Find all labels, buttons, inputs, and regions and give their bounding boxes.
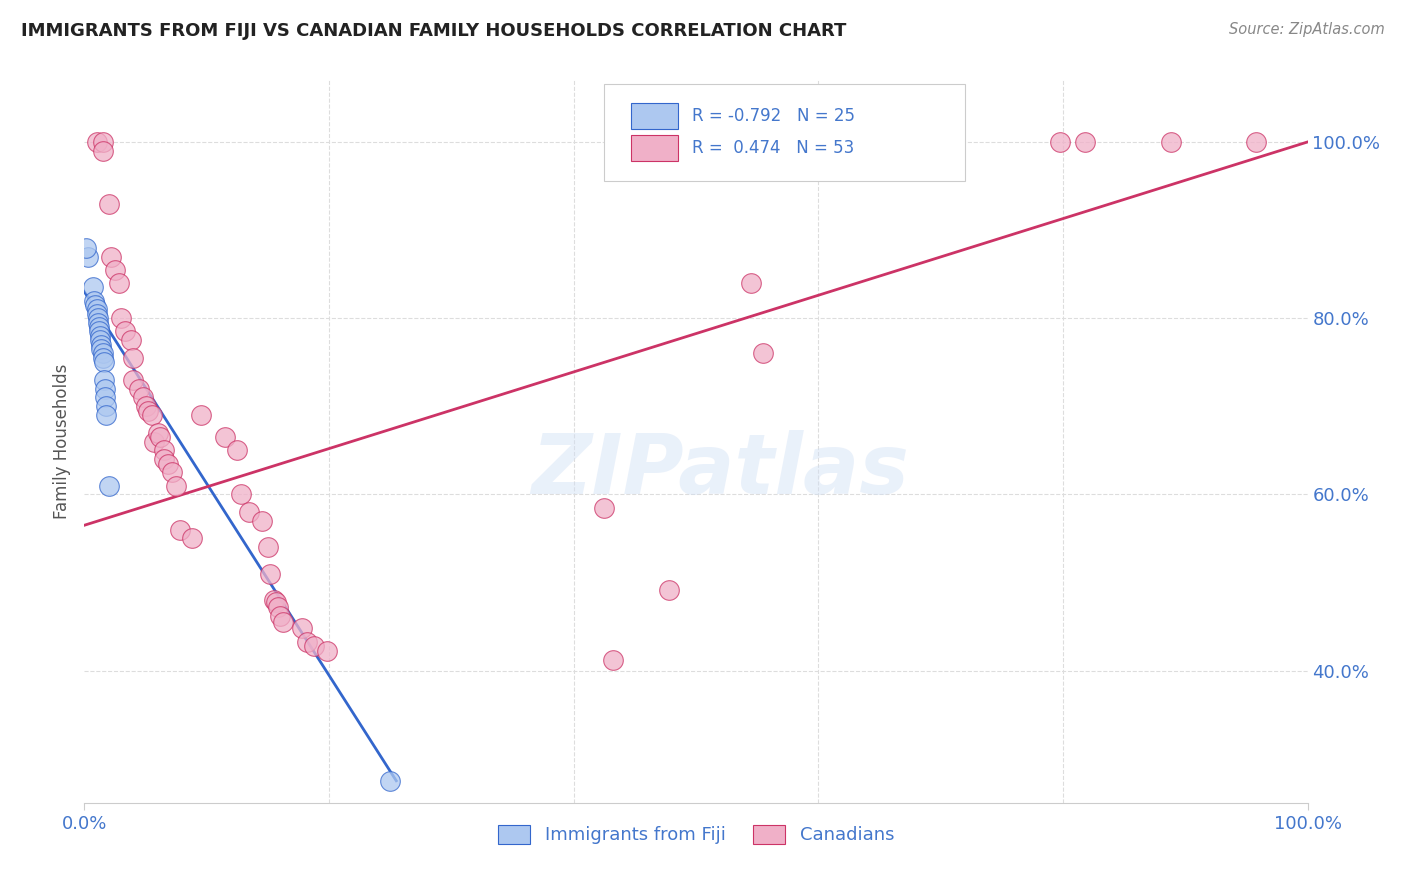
- Text: R = -0.792   N = 25: R = -0.792 N = 25: [692, 107, 855, 125]
- Point: [153, 452, 176, 467]
- Point: [304, 639, 326, 653]
- Point: [269, 609, 291, 624]
- Point: [97, 196, 120, 211]
- Point: [104, 262, 127, 277]
- Point: [110, 311, 132, 326]
- Point: [229, 487, 252, 501]
- Point: [90, 337, 112, 351]
- Point: [257, 541, 280, 555]
- Point: [295, 635, 318, 649]
- Point: [94, 391, 117, 405]
- Point: [89, 328, 111, 343]
- Point: [114, 325, 136, 339]
- Point: [169, 523, 191, 537]
- Point: [190, 408, 212, 422]
- Point: [146, 425, 169, 440]
- Point: [86, 135, 108, 149]
- Point: [263, 593, 285, 607]
- Point: [132, 391, 155, 405]
- Point: [1049, 135, 1071, 149]
- Point: [135, 399, 157, 413]
- Point: [86, 302, 108, 317]
- Point: [100, 250, 122, 264]
- Point: [87, 311, 110, 326]
- Point: [156, 457, 179, 471]
- Point: [1244, 135, 1267, 149]
- Point: [82, 280, 104, 294]
- Point: [162, 466, 184, 480]
- Y-axis label: Family Households: Family Households: [53, 364, 72, 519]
- Point: [93, 355, 115, 369]
- Point: [122, 373, 145, 387]
- Point: [259, 566, 281, 581]
- FancyBboxPatch shape: [605, 84, 965, 181]
- Text: R =  0.474   N = 53: R = 0.474 N = 53: [692, 139, 855, 157]
- Legend: Immigrants from Fiji, Canadians: Immigrants from Fiji, Canadians: [491, 818, 901, 852]
- Point: [77, 250, 100, 264]
- Text: ZIPatlas: ZIPatlas: [531, 430, 910, 511]
- Point: [238, 505, 260, 519]
- Point: [143, 434, 166, 449]
- Point: [84, 298, 107, 312]
- Point: [602, 653, 624, 667]
- Point: [153, 443, 176, 458]
- Point: [1074, 135, 1097, 149]
- Point: [380, 773, 402, 788]
- Point: [120, 333, 142, 347]
- Point: [181, 532, 204, 546]
- Point: [96, 399, 118, 413]
- Point: [128, 382, 150, 396]
- Point: [136, 403, 159, 417]
- Point: [86, 307, 108, 321]
- Point: [266, 600, 288, 615]
- Point: [593, 500, 616, 515]
- Text: Source: ZipAtlas.com: Source: ZipAtlas.com: [1229, 22, 1385, 37]
- FancyBboxPatch shape: [631, 103, 678, 128]
- Point: [87, 320, 110, 334]
- Point: [149, 430, 172, 444]
- Point: [250, 514, 273, 528]
- Point: [226, 443, 249, 458]
- Point: [740, 276, 762, 290]
- Point: [266, 595, 288, 609]
- Point: [90, 342, 112, 356]
- Point: [141, 408, 163, 422]
- Point: [122, 351, 145, 365]
- Point: [75, 241, 97, 255]
- Point: [89, 333, 111, 347]
- Point: [214, 430, 236, 444]
- FancyBboxPatch shape: [631, 136, 678, 161]
- Point: [165, 478, 187, 492]
- Point: [91, 346, 114, 360]
- Point: [91, 144, 114, 158]
- Point: [752, 346, 775, 360]
- Text: IMMIGRANTS FROM FIJI VS CANADIAN FAMILY HOUSEHOLDS CORRELATION CHART: IMMIGRANTS FROM FIJI VS CANADIAN FAMILY …: [21, 22, 846, 40]
- Point: [107, 276, 129, 290]
- Point: [97, 478, 120, 492]
- Point: [83, 293, 105, 308]
- Point: [315, 644, 337, 658]
- Point: [87, 316, 110, 330]
- Point: [271, 615, 294, 630]
- Point: [658, 582, 681, 597]
- Point: [1160, 135, 1182, 149]
- Point: [93, 373, 115, 387]
- Point: [96, 408, 118, 422]
- Point: [91, 351, 114, 365]
- Point: [94, 382, 117, 396]
- Point: [91, 135, 114, 149]
- Point: [87, 325, 110, 339]
- Point: [291, 621, 314, 635]
